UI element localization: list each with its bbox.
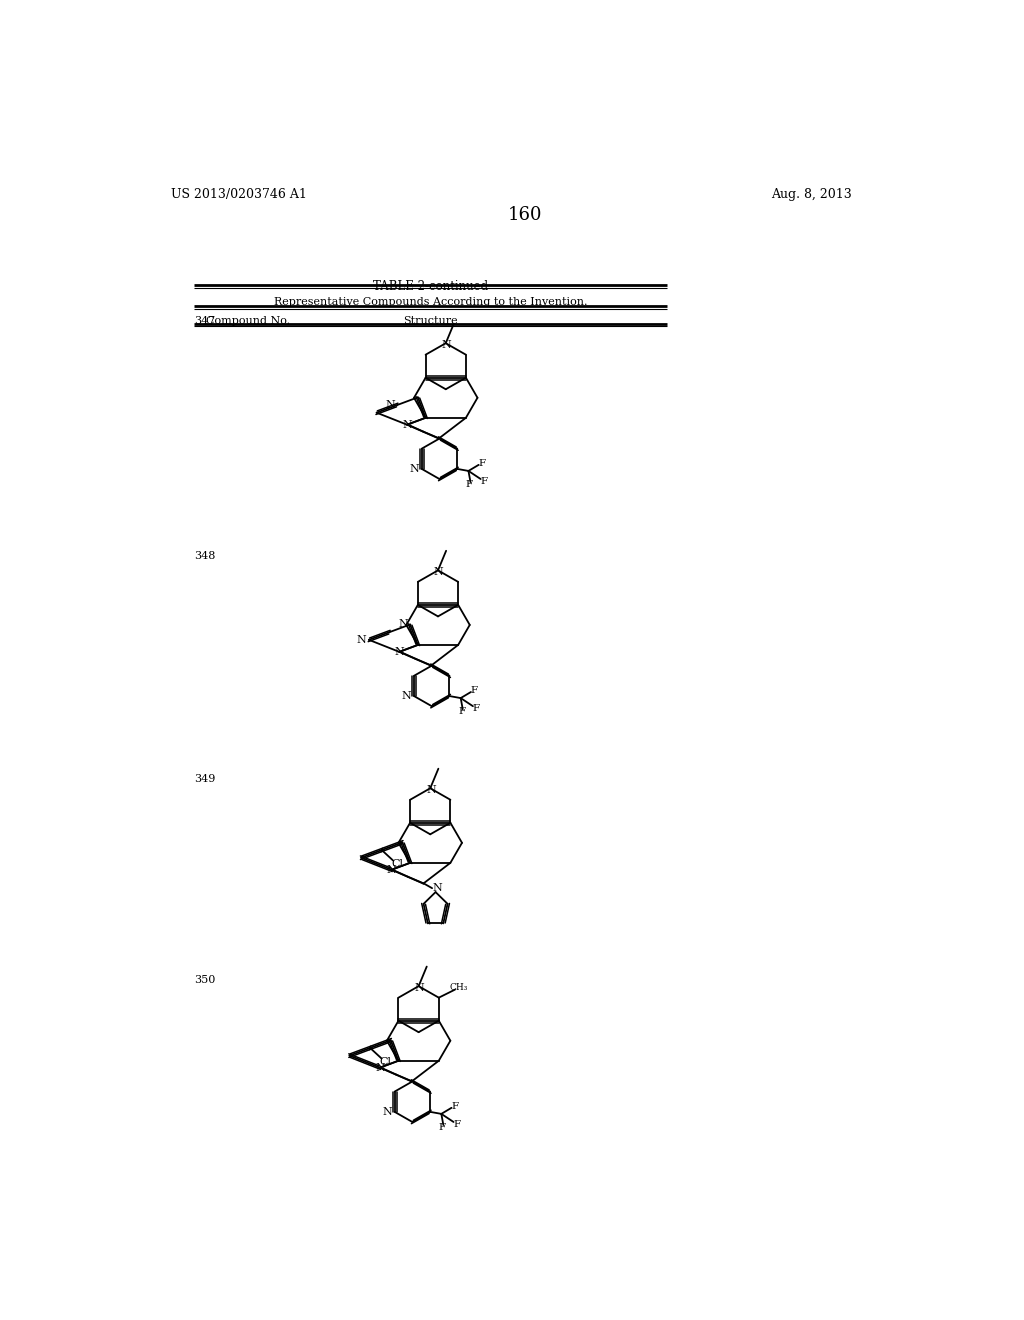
Text: Cl: Cl [380,1057,391,1067]
Text: N: N [383,1107,392,1117]
Text: N: N [432,883,442,894]
Text: US 2013/0203746 A1: US 2013/0203746 A1 [171,187,306,201]
Text: 350: 350 [194,974,215,985]
Text: F: F [451,1102,458,1110]
Text: N: N [402,420,412,430]
Text: TABLE 2-continued: TABLE 2-continued [373,280,487,293]
Text: N: N [356,635,367,645]
Text: N: N [415,982,424,993]
Text: F: F [466,480,473,490]
Text: N: N [410,463,420,474]
Text: F: F [478,459,485,467]
Text: F: F [480,477,487,486]
Text: Cl: Cl [391,859,403,870]
Text: Representative Compounds According to the Invention.: Representative Compounds According to th… [273,297,587,308]
Text: N: N [387,865,396,875]
Text: N: N [434,566,443,577]
Text: N: N [385,400,395,411]
Text: 348: 348 [194,552,215,561]
Text: N: N [394,647,404,657]
Text: N: N [402,692,412,701]
Text: 160: 160 [508,206,542,224]
Text: F: F [453,1119,460,1129]
Text: Compound No.: Compound No. [206,317,290,326]
Text: F: F [458,708,465,717]
Text: F: F [438,1123,445,1133]
Text: N: N [426,785,436,795]
Text: 347: 347 [194,317,215,326]
Text: CH₃: CH₃ [450,983,468,991]
Text: F: F [472,704,479,713]
Text: 349: 349 [194,775,215,784]
Text: N: N [441,339,452,350]
Text: Aug. 8, 2013: Aug. 8, 2013 [771,187,852,201]
Text: F: F [470,686,477,694]
Text: N: N [375,1063,385,1073]
Text: Structure: Structure [402,317,458,326]
Text: N: N [398,619,408,630]
